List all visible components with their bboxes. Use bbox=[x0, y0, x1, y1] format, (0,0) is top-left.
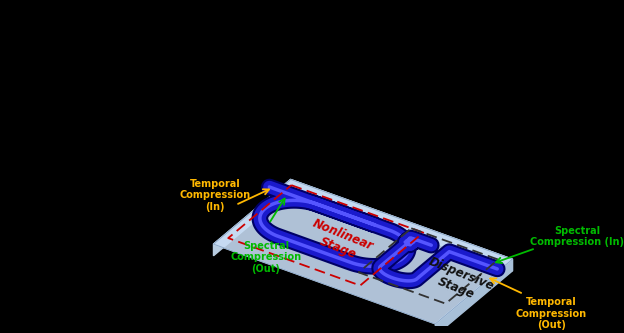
Text: Spectral
Compression
(Out): Spectral Compression (Out) bbox=[230, 241, 301, 274]
Text: Spectral
Compression (In): Spectral Compression (In) bbox=[530, 226, 624, 247]
Text: Nonlinear
Stage: Nonlinear Stage bbox=[305, 216, 376, 266]
Text: Dispersive
Stage: Dispersive Stage bbox=[422, 255, 497, 307]
Polygon shape bbox=[213, 179, 291, 256]
Polygon shape bbox=[291, 179, 512, 271]
Polygon shape bbox=[213, 179, 512, 324]
Polygon shape bbox=[436, 259, 512, 333]
Text: Temporal
Compression
(Out): Temporal Compression (Out) bbox=[516, 297, 587, 330]
Text: Temporal
Compression
(In): Temporal Compression (In) bbox=[180, 178, 251, 212]
